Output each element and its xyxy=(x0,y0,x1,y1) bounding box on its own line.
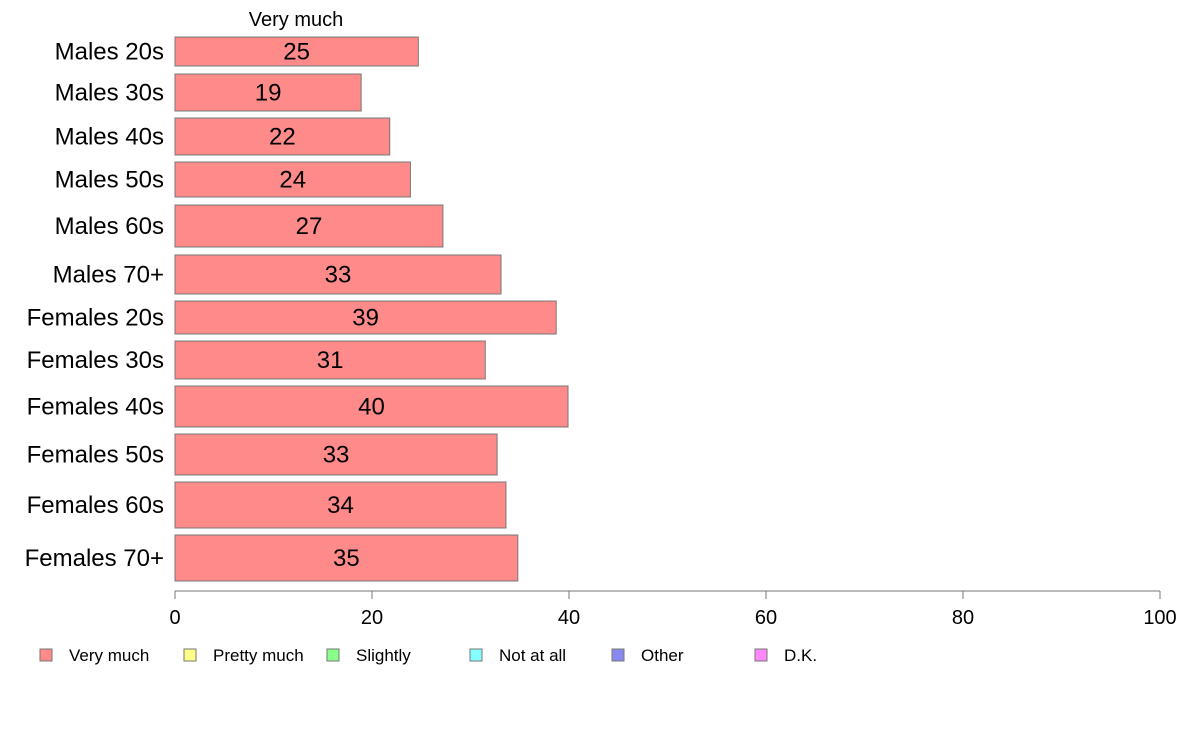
bar-value-label: 24 xyxy=(279,167,306,194)
category-label: Males 60s xyxy=(55,213,164,240)
category-label: Females 50s xyxy=(27,442,164,469)
category-label: Females 20s xyxy=(27,305,164,332)
bar xyxy=(174,433,498,476)
category-label: Females 40s xyxy=(27,394,164,421)
category-label: Males 70+ xyxy=(53,262,164,289)
x-tick-label: 0 xyxy=(169,607,180,629)
category-label: Males 40s xyxy=(55,124,164,151)
legend: Very much Pretty much Slightly Not at all Ot… xyxy=(39,646,817,665)
bar-value-label: 40 xyxy=(358,394,385,421)
bar xyxy=(174,204,444,248)
legend-label: Other xyxy=(641,646,684,665)
bar-value-label: 25 xyxy=(283,39,310,66)
bar-value-label: 31 xyxy=(317,347,344,374)
legend-label: D.K. xyxy=(784,646,817,665)
bar-value-label: 34 xyxy=(327,492,354,519)
bar-value-label: 35 xyxy=(333,545,360,572)
bar xyxy=(174,161,411,198)
legend-label: Very much xyxy=(69,646,149,665)
legend-swatch xyxy=(754,648,768,662)
bar-value-label: 27 xyxy=(296,213,323,240)
bar xyxy=(174,254,502,295)
column-header: Very much xyxy=(249,9,343,31)
legend-label: Pretty much xyxy=(213,646,304,665)
legend-swatch xyxy=(39,648,53,662)
legend-label: Slightly xyxy=(356,646,411,665)
legend-swatch xyxy=(183,648,197,662)
bar-value-label: 33 xyxy=(325,262,352,289)
legend-swatch xyxy=(611,648,625,662)
bar xyxy=(174,481,507,529)
legend-swatch xyxy=(326,648,340,662)
bar-value-label: 19 xyxy=(255,80,282,107)
bars-group: Males 20s 25 Males 30s 19 Males 40s 22 Males 5… xyxy=(25,36,569,582)
bar xyxy=(174,300,557,335)
x-tick-label: 80 xyxy=(952,607,974,629)
bar xyxy=(174,340,486,380)
bar xyxy=(174,73,362,112)
bar xyxy=(174,36,419,67)
legend-swatch xyxy=(469,648,483,662)
bar xyxy=(174,385,569,428)
x-tick-label: 40 xyxy=(558,607,580,629)
bar-value-label: 39 xyxy=(352,305,379,332)
bar-value-label: 33 xyxy=(323,442,350,469)
bar xyxy=(174,534,519,582)
category-label: Females 70+ xyxy=(25,545,164,572)
category-label: Males 30s xyxy=(55,80,164,107)
category-label: Males 20s xyxy=(55,39,164,66)
category-label: Females 60s xyxy=(27,492,164,519)
x-tick-label: 100 xyxy=(1143,607,1176,629)
bar-value-label: 22 xyxy=(269,124,296,151)
legend-label: Not at all xyxy=(499,646,566,665)
category-label: Males 50s xyxy=(55,167,164,194)
x-axis: 0 20 40 60 80 100 xyxy=(169,590,1177,629)
x-tick-label: 60 xyxy=(755,607,777,629)
x-tick-label: 20 xyxy=(361,607,383,629)
category-label: Females 30s xyxy=(27,347,164,374)
bar xyxy=(174,117,391,156)
